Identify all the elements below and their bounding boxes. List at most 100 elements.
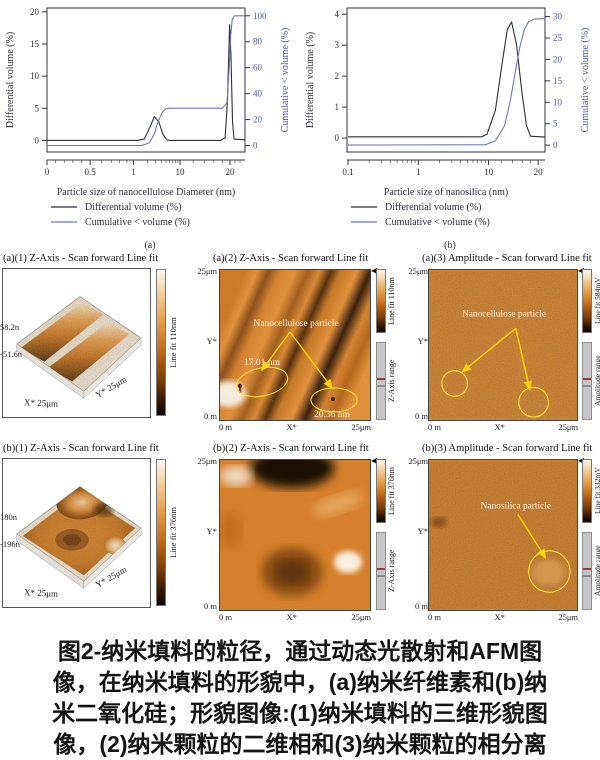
panel-title: (b)(1) Z-Axis - Scan forward Line fit bbox=[3, 443, 159, 454]
arrow-right bbox=[515, 328, 532, 391]
annotation-text: Nanocellulose particle bbox=[462, 309, 546, 319]
dls-charts-row: 0 0.5 1 10 20 0 5 10 15 20 0 20 40 60 80 100 Differentia… bbox=[0, 0, 600, 252]
annotation-text: Nanocellulose particle bbox=[253, 319, 338, 329]
afm-panel-b2-2d: (b)(2) Z-Axis - Scan forward Line fit 25… bbox=[185, 442, 400, 632]
panel-title: (b)(3) Amplitude - Scan forward Line fit bbox=[422, 443, 593, 454]
afm-scan-image: Nanocellulose particle 17.01 nm 20.36 nm bbox=[219, 269, 371, 421]
colorbar-label: Line fit 376nm bbox=[387, 467, 396, 515]
svg-text:(a): (a) bbox=[144, 240, 155, 251]
svg-text:80: 80 bbox=[253, 37, 263, 47]
range-bar-label: Z-Axis range bbox=[387, 359, 396, 403]
afm-panel-a2-2d: (a)(2) Z-Axis - Scan forward Line fit 25… bbox=[185, 252, 400, 442]
y-mid-label: Y* bbox=[417, 526, 428, 536]
svg-text:Differential volume (%): Differential volume (%) bbox=[385, 202, 481, 213]
svg-text:10: 10 bbox=[484, 167, 494, 177]
annotation-text: Nanosilica particle bbox=[481, 501, 551, 511]
svg-text:(b): (b) bbox=[444, 240, 456, 251]
y-bottom-label: 0 m bbox=[204, 601, 217, 611]
x-axis-label: X* 25μm bbox=[23, 587, 59, 599]
panel-title: (a)(2) Z-Axis - Scan forward Line fit bbox=[213, 253, 369, 264]
svg-text:10: 10 bbox=[553, 97, 563, 107]
svg-text:0: 0 bbox=[35, 135, 40, 145]
y-bottom-label: 0 m bbox=[415, 601, 428, 611]
z-range-bar bbox=[376, 342, 386, 420]
chart-nanocellulose-size: 0 0.5 1 10 20 0 5 10 15 20 0 20 40 60 80 100 Differentia… bbox=[5, 7, 291, 251]
y-top-label: 25μm bbox=[197, 456, 217, 466]
arrow-right bbox=[289, 331, 333, 390]
amplitude-colorbar bbox=[582, 269, 592, 333]
svg-text:0: 0 bbox=[553, 140, 558, 150]
svg-text:5: 5 bbox=[35, 103, 40, 113]
scan-marker-icon: ◀ bbox=[578, 457, 584, 465]
afm-row-b: (b)(1) Z-Axis - Scan forward Line fit bbox=[0, 442, 600, 632]
svg-text:0: 0 bbox=[45, 167, 50, 177]
afm-panel-b1-3d: (b)(1) Z-Axis - Scan forward Line fit bbox=[0, 442, 185, 632]
x-left-label: 0 m bbox=[428, 612, 441, 622]
svg-text:4: 4 bbox=[335, 9, 340, 19]
x-axis-labels: 0 m X* 25μm bbox=[219, 612, 371, 622]
scan-marker-icon: ◀ bbox=[371, 266, 378, 275]
svg-text:1: 1 bbox=[416, 167, 421, 177]
surface-3d-art bbox=[16, 486, 142, 589]
x-left-label: 0 m bbox=[219, 612, 232, 622]
svg-text:0.1: 0.1 bbox=[342, 167, 353, 177]
colorbar-label: Line fit 110nm bbox=[387, 277, 396, 325]
x-right-label: 25μm bbox=[351, 612, 371, 622]
x-left-label: 0 m bbox=[428, 422, 441, 432]
svg-text:Differential volume (%): Differential volume (%) bbox=[85, 202, 181, 213]
caption-line: 像，(2)纳米颗粒的二维相和(3)纳米颗粒的相分离 bbox=[53, 731, 547, 757]
x-left-label: 0 m bbox=[219, 422, 232, 432]
measurement-left: 17.01 nm bbox=[244, 358, 281, 368]
arrow bbox=[517, 513, 547, 559]
svg-text:1: 1 bbox=[131, 167, 136, 177]
particle-circle-left bbox=[441, 370, 469, 397]
annotation-group: Nanocellulose particle 17.01 nm 20.36 nm bbox=[235, 319, 358, 420]
z-range-bar bbox=[376, 532, 386, 610]
svg-text:5: 5 bbox=[553, 119, 558, 129]
particle-circle-right bbox=[518, 386, 549, 418]
y-top-label: 25μm bbox=[197, 266, 217, 276]
svg-text:0: 0 bbox=[335, 133, 340, 143]
range-bar-label: Z-Axis range bbox=[387, 549, 396, 593]
panel-title: (a)(1) Z-Axis - Scan forward Line fit bbox=[3, 253, 159, 264]
y-top-label: 25μm bbox=[408, 266, 428, 276]
x-mid-label: X* bbox=[494, 422, 505, 432]
particle-circle-right bbox=[310, 387, 358, 413]
range-bar-label: Amplitude range bbox=[593, 545, 600, 597]
svg-text:60: 60 bbox=[253, 63, 263, 73]
x-axis-labels: 0 m X* 25μm bbox=[428, 612, 578, 622]
x-right-label: 25μm bbox=[351, 422, 371, 432]
svg-text:15: 15 bbox=[553, 76, 563, 86]
svg-text:20: 20 bbox=[30, 7, 40, 17]
colorbar-label: Line fit 110nm bbox=[168, 317, 178, 368]
svg-text:0: 0 bbox=[253, 141, 258, 151]
surface-3d-frame bbox=[2, 268, 151, 418]
svg-text:15: 15 bbox=[30, 39, 40, 49]
svg-text:0.5: 0.5 bbox=[85, 167, 97, 177]
z-min-label: -51.6n bbox=[0, 349, 22, 359]
height-colorbar bbox=[156, 459, 166, 606]
afm-row-a: (a)(1) Z-Axis - Scan forward Line fit 58… bbox=[0, 252, 600, 442]
arrow-left bbox=[461, 327, 517, 373]
svg-text:Differential volume (%): Differential volume (%) bbox=[305, 32, 316, 128]
scan-marker-icon: ◀ bbox=[371, 456, 378, 465]
annotation-group: Nanosilica particle bbox=[481, 501, 571, 593]
caption-line: 图2-纳米填料的粒径，通过动态光散射和AFM图 bbox=[57, 638, 543, 664]
svg-text:100: 100 bbox=[253, 11, 267, 21]
x-axis-labels: 0 m X* 25μm bbox=[428, 422, 578, 432]
x-right-label: 25μm bbox=[558, 422, 578, 432]
afm-panel-a3-2d: (a)(3) Amplitude - Scan forward Line fit… bbox=[400, 252, 600, 442]
range-bar-label: Amplitude range bbox=[593, 355, 600, 407]
x-mid-label: X* bbox=[286, 422, 297, 432]
y-mid-label: Y* bbox=[417, 336, 428, 346]
afm-panel-b3-2d: (b)(3) Amplitude - Scan forward Line fit… bbox=[400, 442, 600, 632]
x-right-label: 25μm bbox=[558, 612, 578, 622]
svg-text:Particle size of nanocellulose: Particle size of nanocellulose Diameter … bbox=[57, 187, 236, 198]
svg-text:10: 10 bbox=[176, 167, 186, 177]
afm-scan-image bbox=[219, 459, 371, 611]
measurement-right: 20.36 nm bbox=[314, 410, 351, 420]
panel-title: (b)(2) Z-Axis - Scan forward Line fit bbox=[213, 443, 369, 454]
colorbar-label: Line fit 376nm bbox=[168, 507, 178, 558]
y-mid-label: Y* bbox=[206, 336, 217, 346]
